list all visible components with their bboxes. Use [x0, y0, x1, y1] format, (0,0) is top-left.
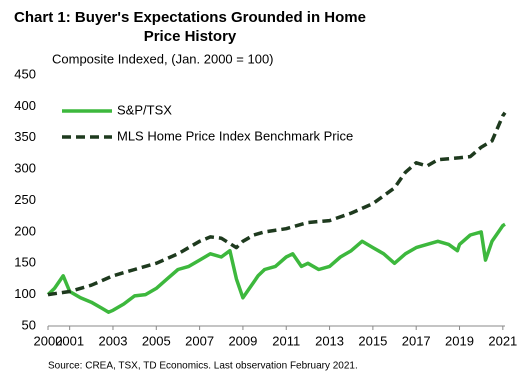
x-tick-label: 2013 — [315, 333, 344, 348]
x-tick-label: 2009 — [228, 333, 257, 348]
y-tick-label: 450 — [14, 66, 36, 81]
legend-label: S&P/TSX — [117, 102, 172, 117]
series-line — [46, 222, 506, 314]
x-tick-label: 2011 — [272, 333, 300, 348]
x-tick-label: 2000 — [34, 333, 63, 348]
series-line — [47, 111, 507, 297]
y-tick-label: 400 — [14, 98, 36, 113]
legend-label: MLS Home Price Index Benchmark Price — [117, 128, 353, 143]
x-tick-label: 2007 — [185, 333, 214, 348]
y-tick-label: 150 — [14, 255, 36, 270]
x-tick-label: 2019 — [445, 333, 474, 348]
y-tick-label: 250 — [14, 192, 36, 207]
x-tick-label: 2021 — [488, 333, 517, 348]
x-tick-label: 2001 — [55, 333, 84, 348]
chart-title: Price History — [144, 28, 237, 45]
y-tick-label: 200 — [14, 223, 36, 238]
y-tick-label: 350 — [14, 129, 36, 144]
y-tick-label: 300 — [14, 161, 36, 176]
chart-title: Chart 1: Buyer's Expectations Grounded i… — [14, 9, 366, 26]
x-tick-label: 2015 — [358, 333, 387, 348]
source-note: Source: CREA, TSX, TD Economics. Last ob… — [48, 361, 358, 372]
y-tick-label: 50 — [22, 317, 36, 332]
x-tick-label: 2003 — [99, 333, 128, 348]
y-axis-label: Composite Indexed, (Jan. 2000 = 100) — [52, 51, 274, 66]
x-tick-label: 2017 — [402, 333, 431, 348]
y-tick-label: 100 — [14, 286, 36, 301]
x-tick-label: 2005 — [142, 333, 171, 348]
